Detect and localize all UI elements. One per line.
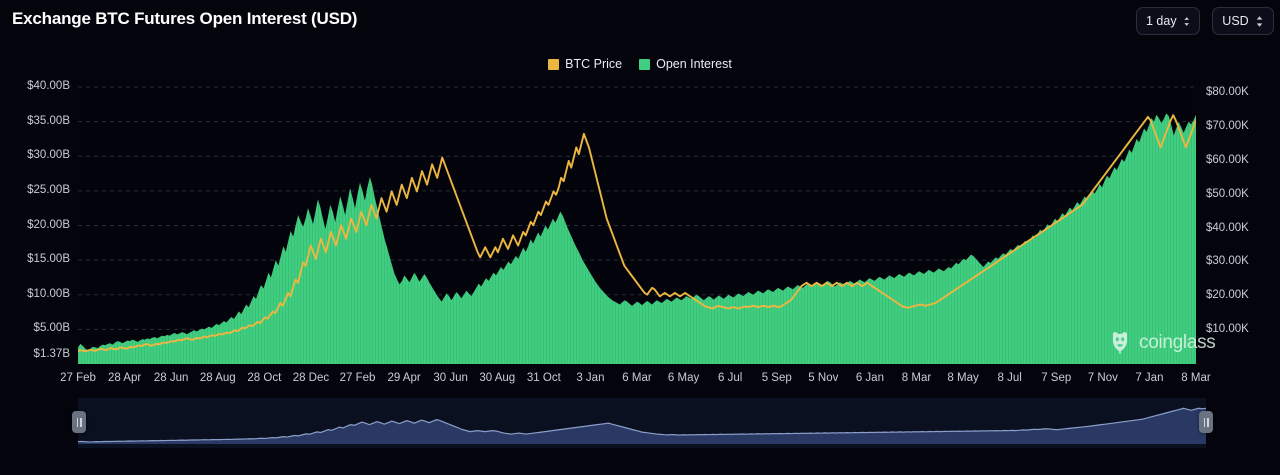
x-axis-tick: 28 Aug <box>199 372 236 384</box>
chart-plot-area[interactable] <box>0 78 1280 370</box>
x-axis-tick: 28 Dec <box>292 372 330 384</box>
x-axis-tick: 8 Jul <box>997 372 1022 384</box>
x-axis-tick: 7 Nov <box>1087 372 1118 384</box>
legend-label-open-interest: Open Interest <box>656 57 732 71</box>
legend-swatch-btc-price <box>548 58 560 70</box>
x-axis-tick: 6 Jul <box>718 372 743 384</box>
chevron-updown-icon <box>1256 15 1263 27</box>
legend-swatch-open-interest <box>639 58 651 70</box>
x-axis-tick: 30 Aug <box>479 372 516 384</box>
x-axis-tick: 3 Jan <box>576 372 605 384</box>
currency-selector[interactable]: USD <box>1212 7 1274 35</box>
x-axis-tick: 7 Sep <box>1041 372 1072 384</box>
currency-selector-value: USD <box>1222 14 1249 28</box>
x-axis-tick: 29 Apr <box>387 372 421 384</box>
x-axis-tick: 28 Apr <box>107 372 142 384</box>
legend-item-btc-price[interactable]: BTC Price <box>548 57 622 71</box>
x-axis-tick: 5 Nov <box>808 372 839 384</box>
interval-selector-value: 1 day <box>1146 14 1177 28</box>
chart-legend: BTC Price Open Interest <box>0 55 1280 73</box>
x-axis-tick: 8 Mar <box>1181 372 1211 384</box>
interval-selector[interactable]: 1 day <box>1136 7 1200 35</box>
x-axis-tick: 5 Sep <box>761 372 792 384</box>
x-axis-tick: 27 Feb <box>339 372 376 384</box>
chart-canvas <box>78 78 1196 364</box>
page-title: Exchange BTC Futures Open Interest (USD) <box>12 9 358 28</box>
x-axis-tick: 28 Jun <box>153 372 189 384</box>
x-axis-tick: 27 Feb <box>60 372 96 384</box>
x-axis-tick: 8 Mar <box>901 372 932 384</box>
x-axis-tick: 30 Jun <box>433 372 468 384</box>
x-axis-tick: 6 Mar <box>622 372 652 384</box>
x-axis-tick: 8 May <box>947 372 979 384</box>
chart-header: Exchange BTC Futures Open Interest (USD)… <box>0 0 1280 44</box>
x-axis-tick: 28 Oct <box>247 372 282 384</box>
x-axis-tick: 7 Jan <box>1135 372 1164 384</box>
chevron-updown-icon <box>1183 16 1189 26</box>
legend-item-open-interest[interactable]: Open Interest <box>639 57 732 71</box>
x-axis-tick: 6 May <box>667 372 700 384</box>
x-axis: 27 Feb 28 Apr 28 Jun 28 Aug 28 Oct 28 Dec 27 F… <box>0 372 1280 392</box>
range-navigator[interactable] <box>0 398 1280 453</box>
x-axis-tick: 6 Jan <box>855 372 884 384</box>
navigator-canvas <box>0 398 1280 453</box>
range-handle-left[interactable] <box>72 411 86 433</box>
x-axis-tick: 31 Oct <box>526 372 561 384</box>
range-handle-right[interactable] <box>1199 411 1213 433</box>
legend-label-btc-price: BTC Price <box>565 57 623 71</box>
